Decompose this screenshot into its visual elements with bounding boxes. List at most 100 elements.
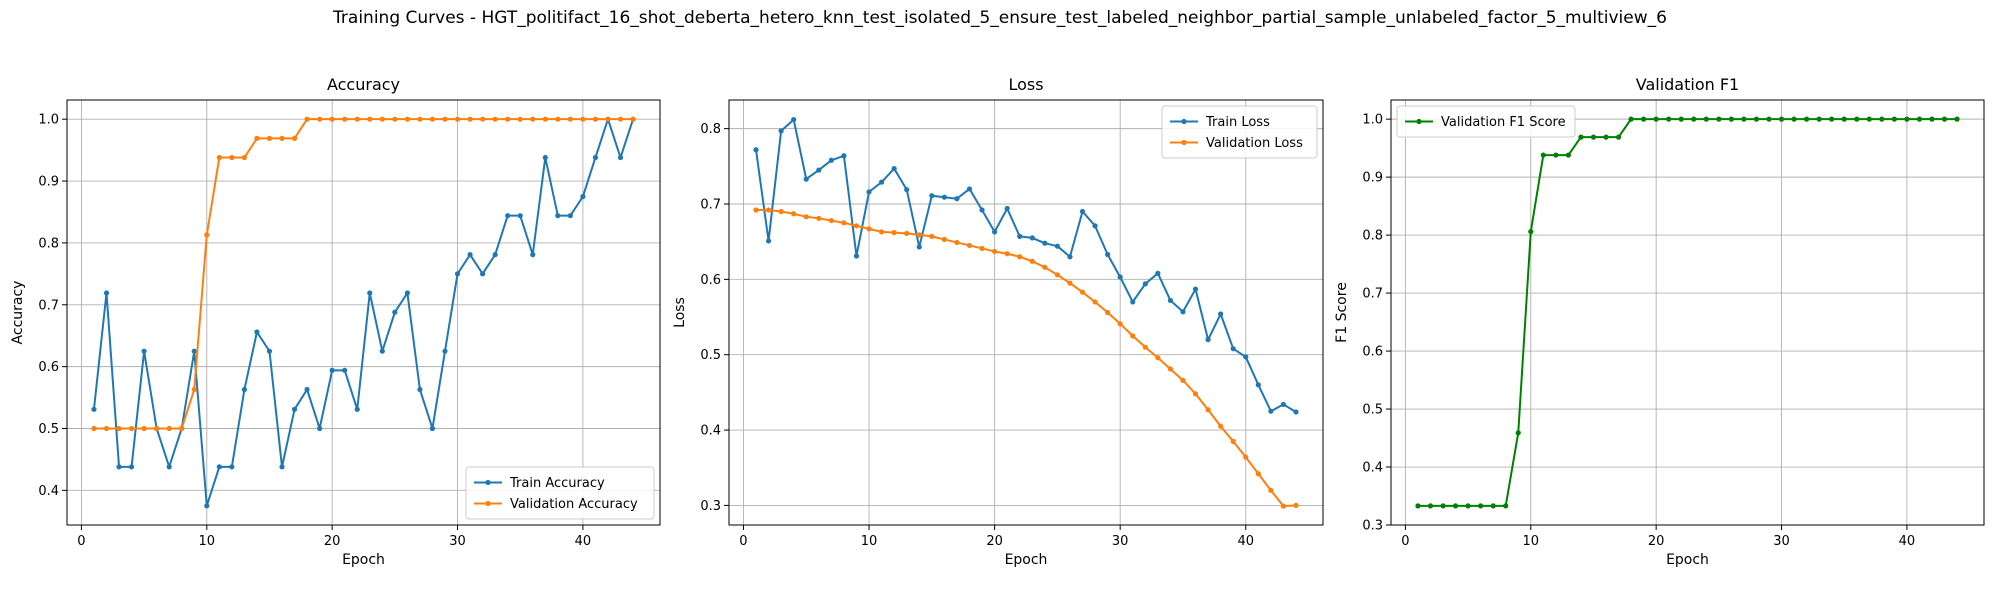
- data-point: [454, 271, 461, 277]
- data-point: [454, 116, 461, 122]
- data-point: [1130, 333, 1136, 339]
- y-tick-label: 0.5: [700, 348, 721, 363]
- data-point: [1079, 208, 1086, 215]
- data-point: [279, 135, 285, 141]
- data-point: [1666, 116, 1672, 122]
- data-point: [1293, 409, 1299, 415]
- data-point: [266, 348, 273, 354]
- data-point: [1829, 116, 1835, 122]
- data-point: [1841, 116, 1847, 122]
- data-point: [492, 252, 498, 258]
- data-point: [91, 406, 97, 412]
- data-point: [753, 207, 759, 213]
- data-point: [1280, 401, 1287, 408]
- data-point: [154, 425, 160, 432]
- data-point: [1565, 152, 1571, 158]
- data-point: [1004, 205, 1010, 212]
- data-point: [1503, 503, 1509, 509]
- x-axis-label: Epoch: [342, 552, 385, 568]
- data-point: [866, 226, 872, 232]
- x-tick-label: 0: [1401, 534, 1409, 549]
- data-point: [828, 217, 834, 224]
- data-point: [904, 230, 910, 236]
- data-point: [1167, 366, 1174, 372]
- data-point: [1218, 423, 1224, 429]
- data-point: [1452, 503, 1459, 509]
- data-point: [1042, 240, 1048, 246]
- data-point: [392, 309, 398, 315]
- data-point: [517, 116, 523, 122]
- legend-box: [465, 466, 655, 520]
- data-point: [841, 220, 847, 226]
- data-point: [853, 253, 860, 259]
- subplot-title: Accuracy: [327, 75, 400, 94]
- y-tick-label: 0.8: [700, 122, 721, 137]
- y-tick-label: 1.0: [38, 113, 59, 128]
- data-point: [1791, 116, 1797, 122]
- figure-title: Training Curves - HGT_politifact_16_shot…: [333, 8, 1667, 28]
- data-point: [1628, 116, 1634, 122]
- data-point: [1741, 116, 1747, 122]
- data-point: [542, 116, 548, 122]
- y-tick-label: 0.4: [38, 484, 59, 499]
- y-axis-label: Accuracy: [10, 281, 26, 345]
- data-point: [1079, 289, 1086, 295]
- data-point: [1427, 503, 1434, 509]
- data-point: [442, 116, 448, 122]
- data-point: [1766, 116, 1772, 122]
- data-point: [1653, 116, 1659, 122]
- data-point: [1029, 235, 1035, 241]
- data-point: [1017, 233, 1023, 239]
- data-point: [1230, 346, 1236, 352]
- data-point: [1929, 116, 1935, 122]
- data-point: [1180, 377, 1186, 383]
- data-point: [116, 464, 122, 470]
- data-point: [204, 503, 210, 509]
- data-point: [617, 116, 624, 122]
- legend-label: Validation F1 Score: [1441, 115, 1566, 130]
- data-point: [828, 157, 834, 163]
- data-point: [266, 135, 273, 141]
- y-axis-label: Loss: [672, 297, 688, 328]
- data-point: [555, 116, 561, 122]
- data-point: [1615, 134, 1622, 140]
- data-point: [1465, 503, 1471, 509]
- data-point: [530, 252, 536, 258]
- data-point: [1280, 503, 1287, 509]
- data-point: [1854, 116, 1860, 122]
- data-point: [367, 116, 373, 122]
- data-point: [1054, 243, 1060, 249]
- y-tick-label: 0.6: [1362, 345, 1383, 360]
- legend-marker: [1181, 118, 1187, 125]
- x-tick-label: 30: [1112, 534, 1129, 549]
- subplot-title: Validation F1: [1636, 75, 1739, 94]
- data-point: [1804, 116, 1810, 122]
- data-point: [191, 348, 197, 354]
- legend-box: [1396, 105, 1576, 138]
- data-point: [580, 193, 586, 200]
- data-point: [1004, 251, 1010, 257]
- data-point: [567, 213, 573, 219]
- x-tick-label: 40: [575, 534, 592, 549]
- data-point: [592, 116, 599, 122]
- data-point: [1067, 254, 1073, 260]
- x-tick-label: 30: [449, 534, 466, 549]
- data-point: [329, 116, 335, 122]
- series-group: [91, 116, 636, 509]
- data-point: [254, 135, 260, 141]
- data-point: [753, 147, 759, 153]
- data-point: [853, 223, 860, 229]
- data-point: [791, 116, 797, 123]
- axes-frame: [1390, 99, 1985, 526]
- data-point: [1167, 297, 1174, 304]
- data-point: [1691, 116, 1697, 122]
- data-point: [1155, 355, 1161, 361]
- data-point: [342, 367, 348, 373]
- data-point: [1678, 116, 1684, 122]
- data-point: [1816, 116, 1822, 122]
- data-point: [1879, 116, 1885, 122]
- data-point: [1117, 274, 1123, 280]
- data-point: [367, 290, 373, 296]
- data-point: [354, 116, 360, 122]
